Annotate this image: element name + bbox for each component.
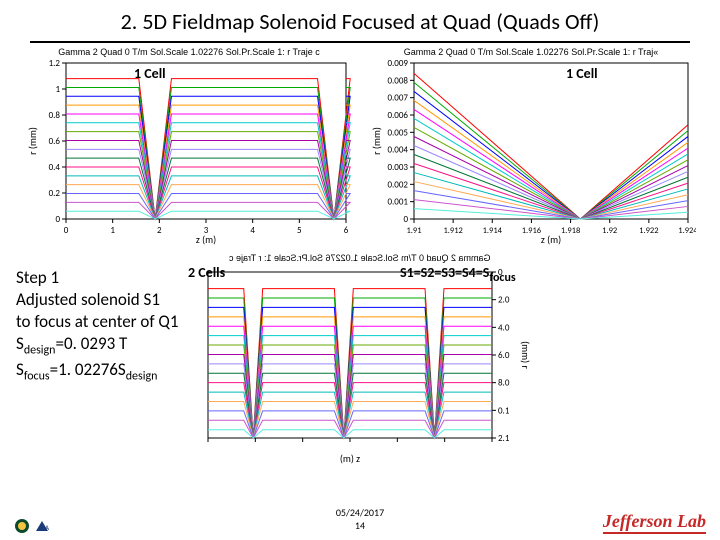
slide-title: 2. 5D Fieldmap Solenoid Focused at Quad … xyxy=(0,0,720,39)
bottom-row: Gamma 2 Quad 0 T/m Sol.Scale 1.02276 Sol… xyxy=(0,247,720,471)
svg-text:0.009: 0.009 xyxy=(387,58,408,69)
chart-c-svg: 02.04.06.08.00.12.1(m) z(mm) r xyxy=(190,266,530,466)
chart-c-annotation-right: S1=S2=S3=S4=Sfocus xyxy=(400,264,516,285)
svg-text:z (m): z (m) xyxy=(196,233,216,246)
svg-text:0: 0 xyxy=(64,225,69,236)
svg-text:0.8: 0.8 xyxy=(49,110,61,121)
chart-a-svg: 012345600.20.40.60.811.2r (mm)z (m) xyxy=(24,57,354,247)
svg-text:0.2: 0.2 xyxy=(49,188,61,199)
top-charts-row: Gamma 2 Quad 0 T/m Sol.Scale 1.02276 Sol… xyxy=(0,47,720,247)
svg-text:1.2: 1.2 xyxy=(49,58,61,69)
svg-text:0: 0 xyxy=(55,214,60,225)
svg-text:0.6: 0.6 xyxy=(49,136,61,147)
chart-c-annotation-left: 2 Cells xyxy=(188,264,225,281)
chart-b-box: Gamma 2 Quad 0 T/m Sol.Scale 1.02276 Sol… xyxy=(366,47,696,247)
footer: A 05/24/2017 14 Jefferson Lab xyxy=(0,511,720,534)
step-line3: to focus at center of Q1 xyxy=(16,311,178,333)
svg-text:1: 1 xyxy=(55,84,60,95)
svg-text:2: 2 xyxy=(157,225,162,236)
svg-text:0.006: 0.006 xyxy=(387,110,408,121)
chart-b-annotation: 1 Cell xyxy=(566,65,598,82)
svg-text:A: A xyxy=(45,523,50,532)
svg-text:5: 5 xyxy=(297,225,302,236)
footer-left: A xyxy=(14,518,56,534)
svg-text:1.92: 1.92 xyxy=(602,226,617,236)
chart-a-box: Gamma 2 Quad 0 T/m Sol.Scale 1.02276 Sol… xyxy=(24,47,354,247)
svg-text:2.1: 2.1 xyxy=(498,433,510,444)
svg-text:8.0: 8.0 xyxy=(498,378,510,389)
svg-text:4.0: 4.0 xyxy=(498,322,510,333)
svg-text:6.0: 6.0 xyxy=(498,350,510,361)
step-line4: Sdesign=0. 0293 T xyxy=(16,333,178,359)
svg-text:(mm) r: (mm) r xyxy=(519,341,530,369)
footer-center: 05/24/2017 14 xyxy=(336,506,384,532)
footer-page: 14 xyxy=(336,519,384,532)
jsa-icon: A xyxy=(34,519,56,533)
svg-text:1.924: 1.924 xyxy=(678,226,696,236)
step-line5: Sfocus=1. 02276Sdesign xyxy=(16,359,178,385)
svg-text:0.004: 0.004 xyxy=(387,145,408,156)
footer-date: 05/24/2017 xyxy=(336,506,384,519)
svg-text:0.002: 0.002 xyxy=(387,179,408,190)
svg-text:r (mm): r (mm) xyxy=(26,127,39,155)
svg-text:0.007: 0.007 xyxy=(387,93,408,104)
svg-text:1.916: 1.916 xyxy=(522,226,542,236)
svg-text:0.005: 0.005 xyxy=(387,127,408,138)
chart-c-title-flipped: Gamma 2 Quad 0 T/m Sol.Scale 1.02276 Sol… xyxy=(229,253,490,263)
svg-text:1.914: 1.914 xyxy=(483,226,503,236)
chart-c-title-wrap: Gamma 2 Quad 0 T/m Sol.Scale 1.02276 Sol… xyxy=(0,247,720,266)
step-line1: Step 1 xyxy=(16,267,178,289)
chart-a-title: Gamma 2 Quad 0 T/m Sol.Scale 1.02276 Sol… xyxy=(24,47,354,57)
svg-text:6: 6 xyxy=(344,225,349,236)
svg-text:1.912: 1.912 xyxy=(443,226,462,236)
chart-b-svg: 1.91 1.912 1.914 1.916 1.918 1.92 1.922 1.924 0 0… xyxy=(366,57,696,247)
svg-text:(m) z: (m) z xyxy=(340,452,360,465)
svg-text:2.0: 2.0 xyxy=(498,295,510,306)
chart-b-title: Gamma 2 Quad 0 T/m Sol.Scale 1.02276 Sol… xyxy=(366,47,696,57)
title-underline xyxy=(30,41,690,43)
svg-text:0.003: 0.003 xyxy=(387,162,408,173)
svg-text:z (m): z (m) xyxy=(541,233,561,246)
svg-text:0: 0 xyxy=(403,214,408,225)
svg-text:0.008: 0.008 xyxy=(387,75,408,86)
svg-text:0.1: 0.1 xyxy=(498,405,510,416)
step-line2: Adjusted solenoid S1 xyxy=(16,289,178,311)
svg-text:r (mm): r (mm) xyxy=(370,127,383,155)
doe-icon xyxy=(14,518,30,534)
footer-brand: Jefferson Lab xyxy=(603,511,706,534)
svg-text:0.4: 0.4 xyxy=(49,162,61,173)
step-text: Step 1 Adjusted solenoid S1 to focus at … xyxy=(16,267,178,385)
svg-text:1.922: 1.922 xyxy=(639,226,658,236)
svg-text:1: 1 xyxy=(110,225,115,236)
svg-text:1.91: 1.91 xyxy=(406,226,421,236)
svg-text:0.001: 0.001 xyxy=(387,197,408,208)
svg-text:1.918: 1.918 xyxy=(561,226,580,236)
svg-text:4: 4 xyxy=(250,225,255,236)
chart-a-annotation: 1 Cell xyxy=(134,65,166,82)
